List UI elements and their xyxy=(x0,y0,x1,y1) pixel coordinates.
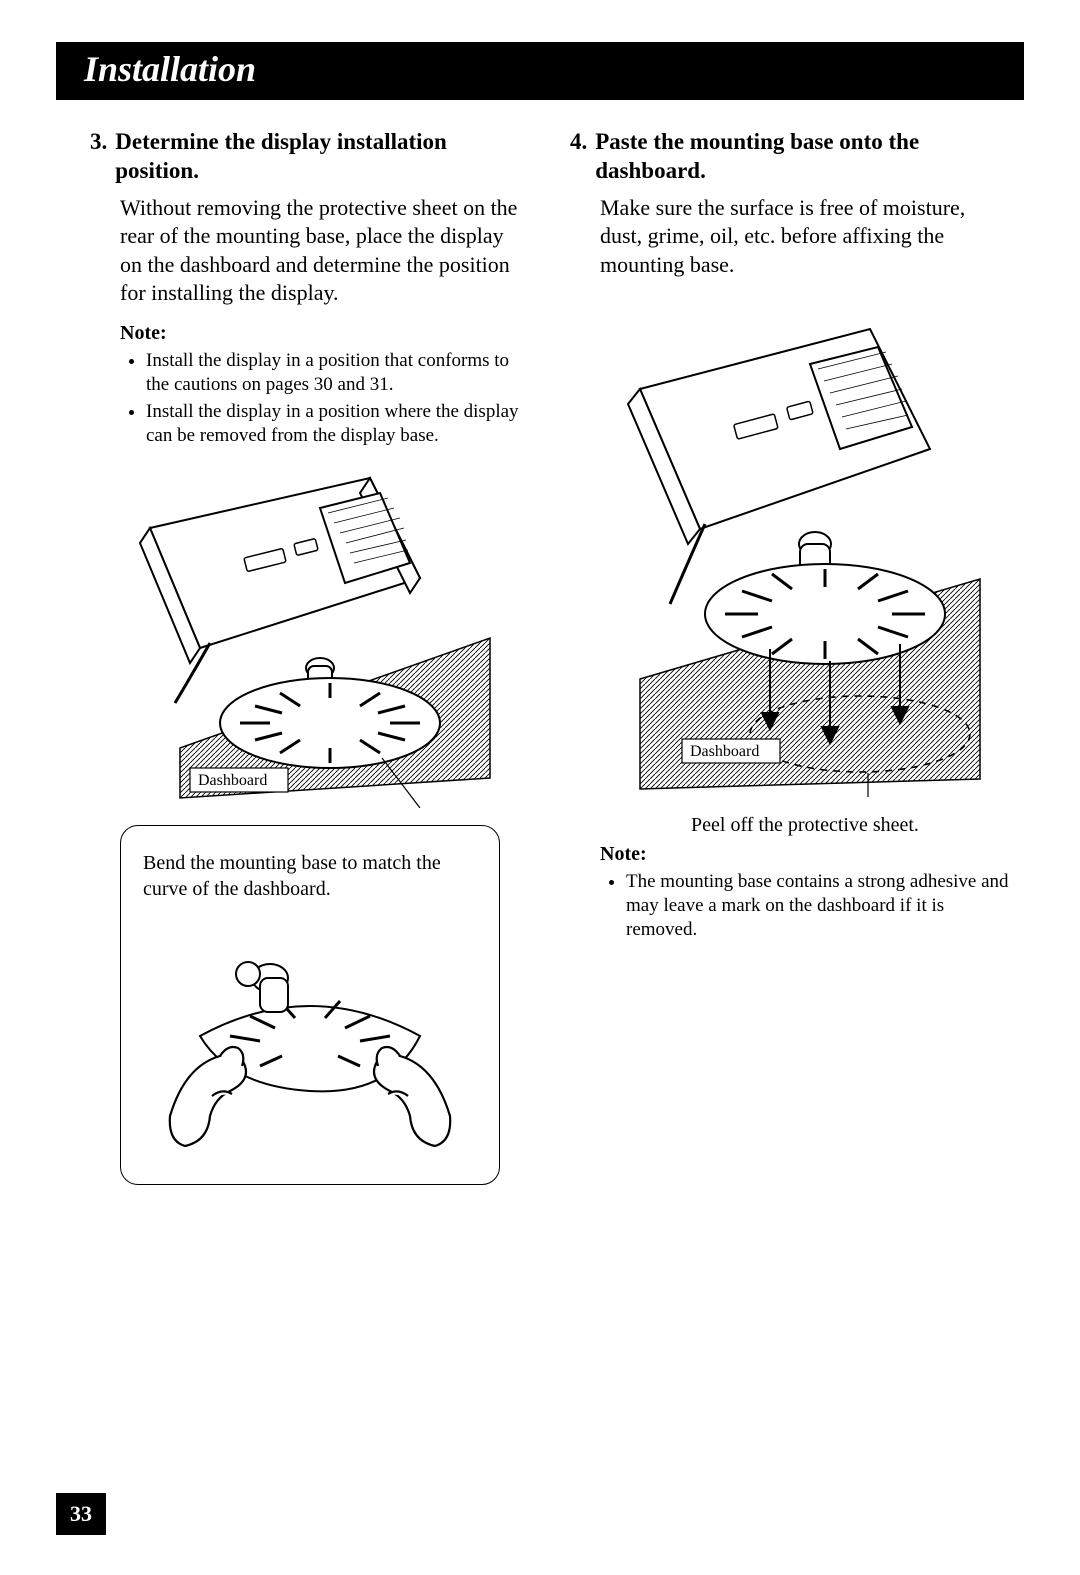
step-body: Without removing the protective sheet on… xyxy=(120,194,530,308)
figure-label: Dashboard xyxy=(198,772,267,789)
left-column: 3. Determine the display installation po… xyxy=(90,128,530,1185)
note-label: Note: xyxy=(600,843,1010,866)
note-list: Install the display in a position that c… xyxy=(146,349,530,448)
note-list: The mounting base contains a strong adhe… xyxy=(626,870,1010,941)
section-title: Installation xyxy=(84,49,256,89)
step-number: 3. xyxy=(90,128,107,186)
note-item: Install the display in a position where … xyxy=(146,400,530,448)
step-number: 4. xyxy=(570,128,587,186)
figure-label: Dashboard xyxy=(690,743,759,760)
step-heading: 3. Determine the display installation po… xyxy=(90,128,530,186)
note-item: The mounting base contains a strong adhe… xyxy=(626,870,1010,941)
step-heading: 4. Paste the mounting base onto the dash… xyxy=(570,128,1010,186)
step-title: Paste the mounting base onto the dashboa… xyxy=(595,128,1010,186)
section-header: Installation xyxy=(56,42,1024,100)
note-label: Note: xyxy=(120,322,530,345)
step-body: Make sure the surface is free of moistur… xyxy=(600,194,1010,280)
note-item: Install the display in a position that c… xyxy=(146,349,530,397)
content-columns: 3. Determine the display installation po… xyxy=(0,100,1080,1185)
figure-paste-base: Dashboard Peel off the protective sheet. xyxy=(600,319,1010,837)
illustration-dashboard: Dashboard xyxy=(120,468,500,808)
figure-caption: Peel off the protective sheet. xyxy=(600,814,1010,837)
illustration-bending-base xyxy=(160,916,460,1166)
illustration-peel-sheet: Dashboard xyxy=(600,319,1000,799)
callout-text: Bend the mounting base to match the curv… xyxy=(143,850,477,902)
right-column: 4. Paste the mounting base onto the dash… xyxy=(570,128,1010,1185)
page-number: 33 xyxy=(56,1493,106,1535)
step-title: Determine the display installation posit… xyxy=(115,128,530,186)
figure-display-on-dashboard: Dashboard xyxy=(120,468,530,813)
callout-box: Bend the mounting base to match the curv… xyxy=(120,825,500,1185)
